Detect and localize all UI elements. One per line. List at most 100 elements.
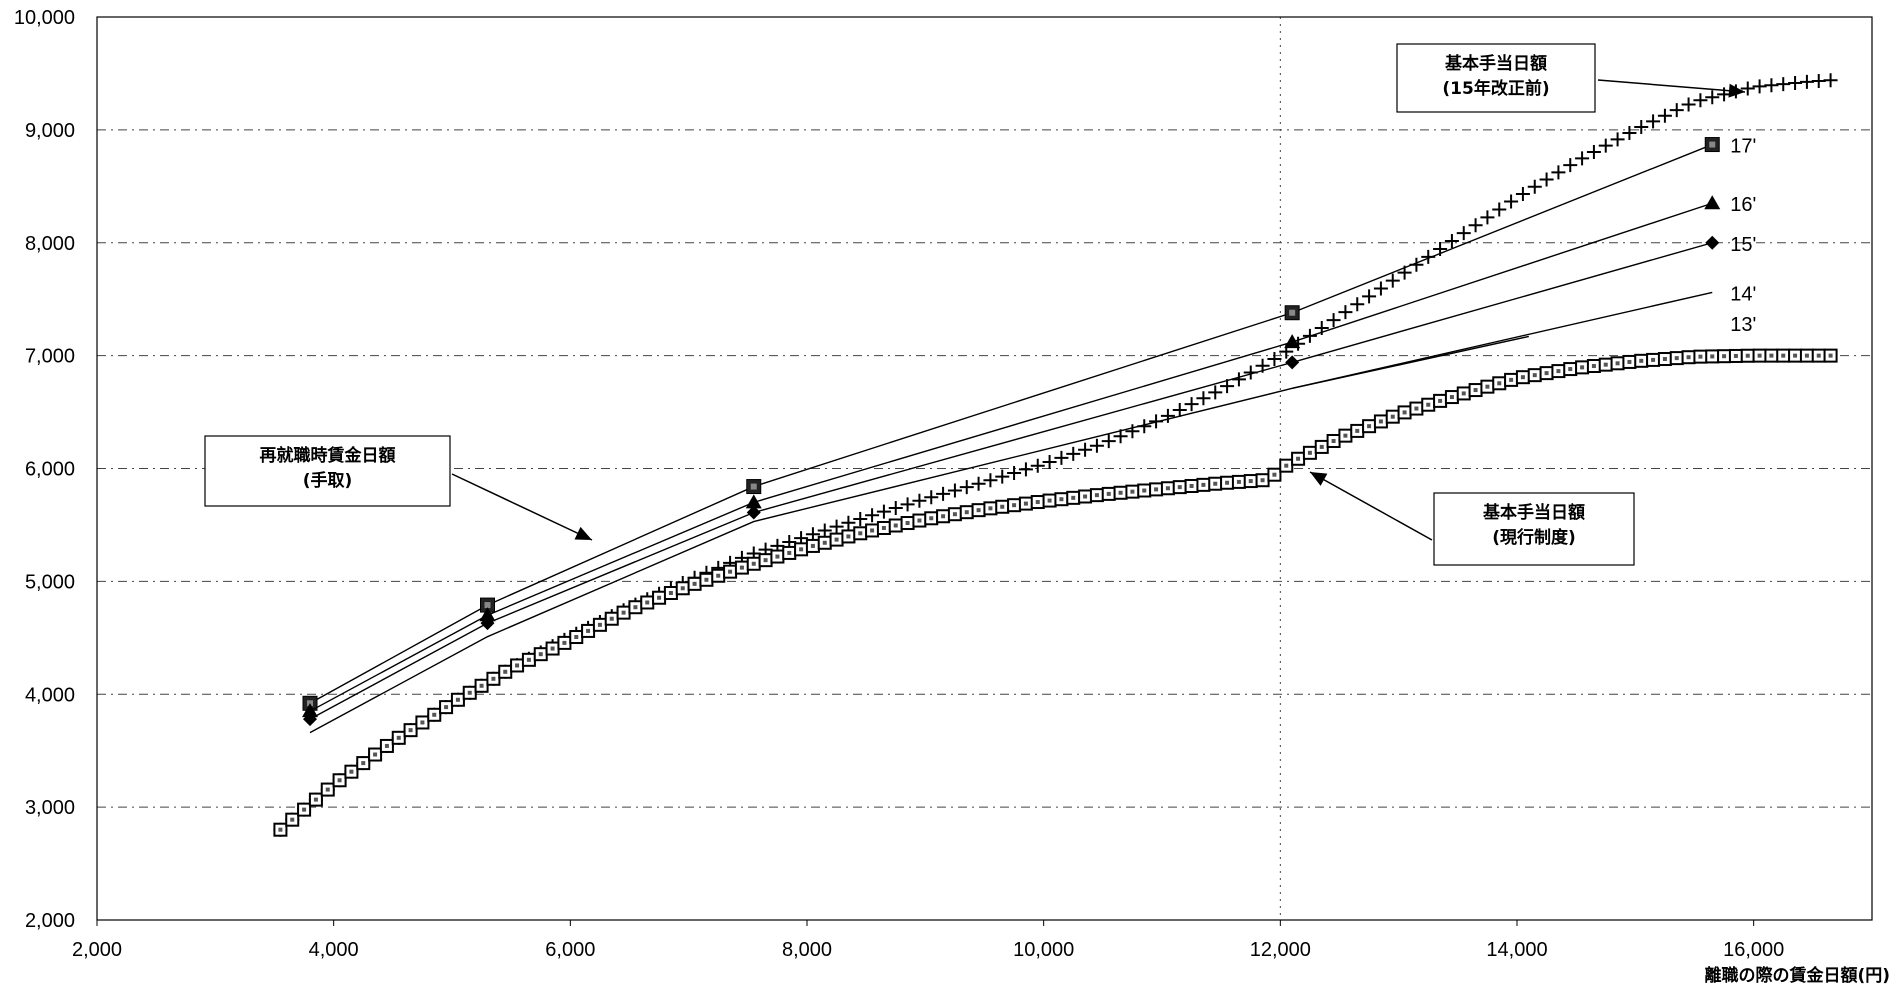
arrowhead-icon <box>574 526 592 540</box>
point <box>1089 438 1104 453</box>
point-inner <box>597 622 602 627</box>
point-inner <box>1769 353 1774 358</box>
point <box>1764 78 1779 93</box>
point <box>1704 195 1721 210</box>
point <box>1231 372 1246 387</box>
point-inner <box>1035 500 1040 505</box>
point-inner <box>1781 353 1786 358</box>
point-inner <box>1331 438 1336 443</box>
point-inner <box>1343 433 1348 438</box>
point-inner <box>1142 488 1147 493</box>
point-inner <box>337 778 342 783</box>
point-inner <box>1189 483 1194 488</box>
point <box>1397 265 1412 280</box>
point <box>1007 466 1022 481</box>
point <box>983 473 998 488</box>
point <box>1196 391 1211 406</box>
y-tick-label: 7,000 <box>25 346 75 368</box>
point-inner <box>1248 479 1253 484</box>
point-inner <box>479 683 484 688</box>
point <box>1634 120 1649 135</box>
point <box>1539 172 1554 187</box>
point <box>995 469 1010 484</box>
point-inner <box>1722 354 1727 359</box>
point <box>947 483 962 498</box>
point-inner <box>1544 371 1549 376</box>
point <box>1468 218 1483 233</box>
point-inner <box>1201 482 1206 487</box>
point-inner <box>586 628 591 633</box>
point <box>1705 90 1720 105</box>
point-inner <box>1627 359 1632 364</box>
point-inner <box>1106 491 1111 496</box>
point <box>817 523 832 538</box>
point-inner <box>1355 428 1360 433</box>
point-inner <box>1289 309 1296 316</box>
y-tick-label: 2,000 <box>25 910 75 932</box>
point-inner <box>621 610 626 615</box>
x-tick-label: 6,000 <box>545 939 595 961</box>
point-inner <box>1639 358 1644 363</box>
point-inner <box>1473 388 1478 393</box>
point-inner <box>515 663 520 668</box>
point-inner <box>1485 384 1490 389</box>
series-line <box>309 291 1713 734</box>
point-inner <box>787 550 792 555</box>
point-inner <box>1651 357 1656 362</box>
callout-arrow <box>451 473 593 541</box>
point <box>1267 352 1282 367</box>
point-inner <box>775 554 780 559</box>
y-tick-label: 6,000 <box>25 459 75 481</box>
point <box>1101 434 1116 449</box>
series-14 <box>309 291 1713 734</box>
series-label: 17' <box>1730 136 1756 158</box>
point <box>1149 414 1164 429</box>
point-inner <box>1236 479 1241 484</box>
point-inner <box>1591 364 1596 369</box>
point <box>1042 454 1057 469</box>
point <box>1610 132 1625 147</box>
point <box>1515 186 1530 201</box>
point-inner <box>538 652 543 657</box>
point <box>303 712 317 727</box>
point <box>1776 77 1791 92</box>
point-inner <box>1438 398 1443 403</box>
point-inner <box>1733 353 1738 358</box>
point-inner <box>1816 353 1821 358</box>
point-inner <box>1828 353 1833 358</box>
point <box>1492 202 1507 217</box>
point-inner <box>313 797 318 802</box>
point <box>1480 210 1495 225</box>
point <box>1078 442 1093 457</box>
point <box>1504 194 1519 209</box>
point-inner <box>1804 353 1809 358</box>
point-inner <box>1745 353 1750 358</box>
point <box>1799 74 1814 89</box>
plot-frame <box>96 16 1873 921</box>
callout-arrow <box>1597 79 1746 93</box>
point-inner <box>810 543 815 548</box>
point <box>1172 403 1187 418</box>
point-inner <box>1225 480 1230 485</box>
point-inner <box>1497 381 1502 386</box>
point-inner <box>1213 481 1218 486</box>
y-tick-label: 3,000 <box>25 797 75 819</box>
point-inner <box>893 523 898 528</box>
callout-text: (15年改正前) <box>1442 78 1549 99</box>
y-tick-label: 8,000 <box>25 233 75 255</box>
point-inner <box>645 600 650 605</box>
point <box>1208 385 1223 400</box>
point-inner <box>1154 487 1159 492</box>
point-inner <box>870 528 875 533</box>
point <box>1326 313 1341 328</box>
point-inner <box>1023 501 1028 506</box>
point <box>1373 281 1388 296</box>
point <box>1018 462 1033 477</box>
point-inner <box>988 506 993 511</box>
series-label: 13' <box>1730 314 1756 336</box>
point-inner <box>799 547 804 552</box>
x-tick-label: 10,000 <box>1013 939 1074 961</box>
point-inner <box>1367 424 1372 429</box>
point-inner <box>858 531 863 536</box>
